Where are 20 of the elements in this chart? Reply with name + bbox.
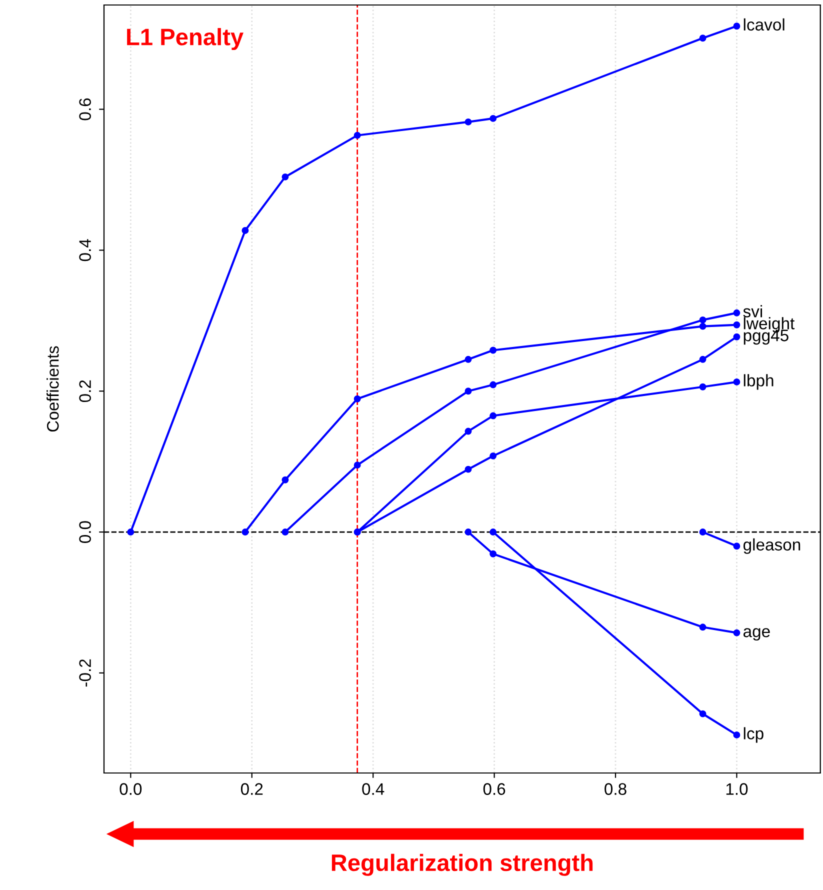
x-tick-label: 0.4: [362, 783, 384, 795]
y-tick-label: -0.2: [79, 659, 91, 687]
series-label: age: [743, 628, 770, 641]
x-tick-label: 1.0: [726, 783, 748, 795]
x-tick-label: 0.2: [240, 783, 263, 795]
series-label: svi: [743, 305, 762, 318]
x-axis-title: Regularization strength: [332, 854, 593, 876]
text: L1 Penalty: [127, 28, 244, 50]
y-tick-label: 0.0: [79, 521, 91, 543]
series-label: lbph: [744, 374, 774, 390]
x-tick-label: 0.0: [120, 783, 142, 795]
y-tick-label: 0.6: [79, 98, 91, 120]
series-label: lcp: [744, 727, 764, 743]
x-tick-label: 0.8: [604, 783, 626, 795]
series-label: lcavol: [744, 18, 784, 31]
y-axis-title: Coefficients: [46, 346, 59, 432]
series-label: gleason: [743, 538, 800, 554]
x-tick-label: 0.6: [483, 783, 506, 795]
y-tick-label: 0.2: [79, 380, 91, 402]
y-tick-label: 0.4: [79, 239, 91, 262]
